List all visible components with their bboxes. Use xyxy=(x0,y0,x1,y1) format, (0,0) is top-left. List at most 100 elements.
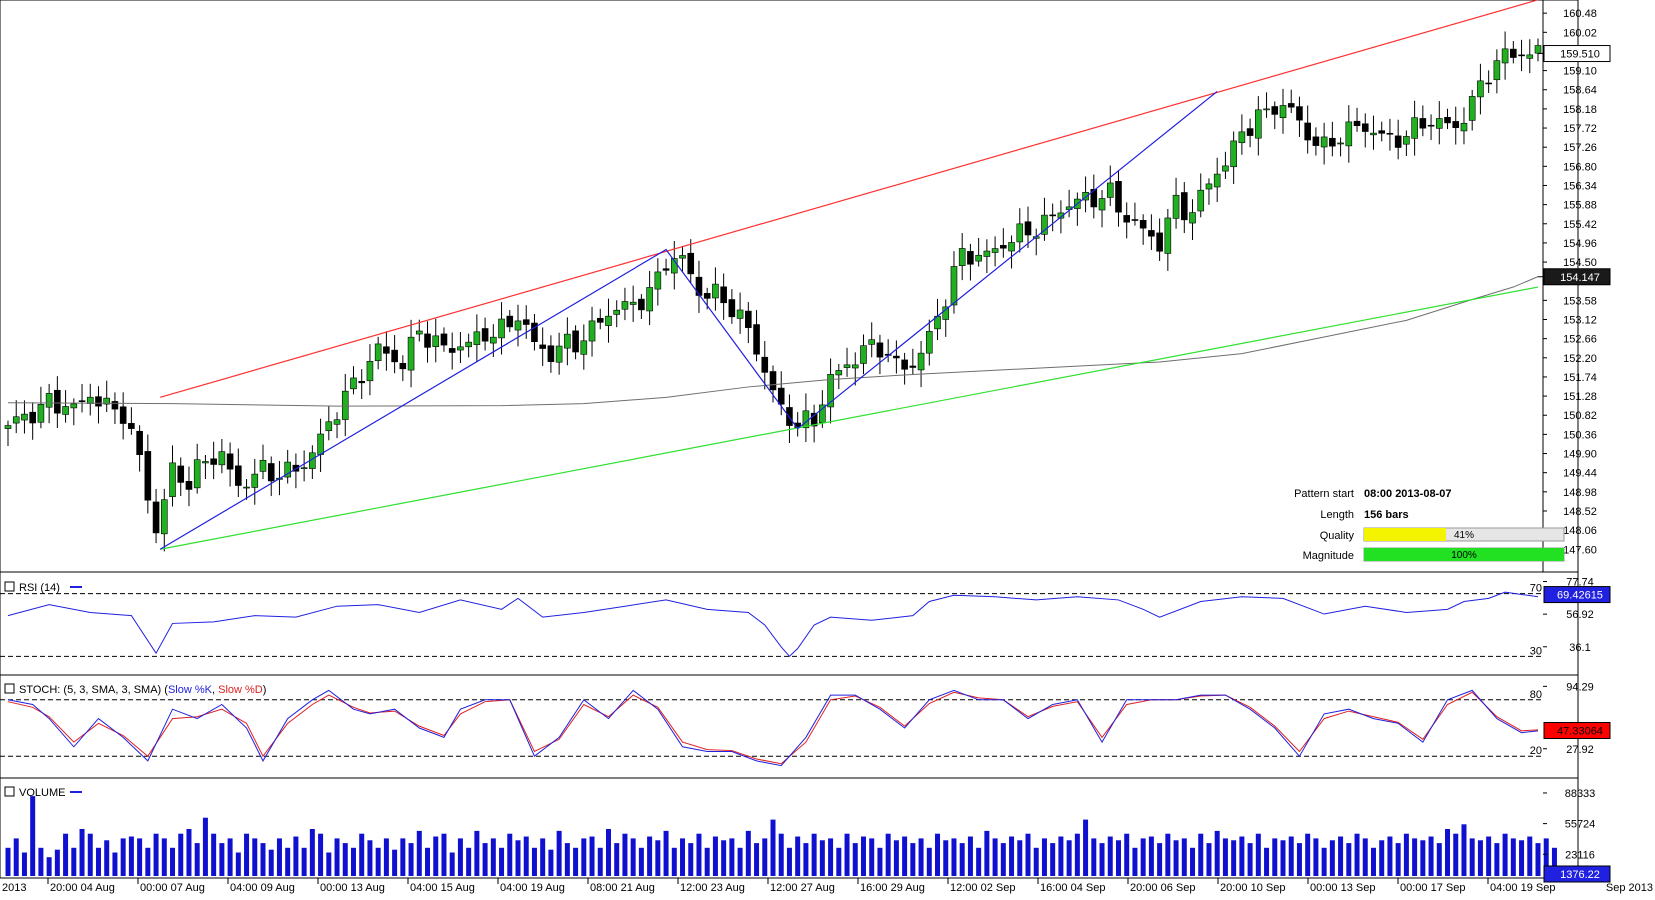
candle-body xyxy=(37,404,45,423)
candle-body xyxy=(1139,220,1147,229)
volume-bar xyxy=(153,833,159,876)
price-tick-label: 149.44 xyxy=(1563,468,1597,480)
length-value: 156 bars xyxy=(1364,509,1409,521)
time-tick-label: 00:00 17 Sep xyxy=(1400,882,1465,894)
candle-body xyxy=(1156,232,1163,252)
volume-bar xyxy=(597,847,603,876)
volume-bar xyxy=(137,838,143,876)
quality-text: 41% xyxy=(1454,530,1474,541)
candle-body xyxy=(1263,108,1270,111)
price-tick-label: 155.88 xyxy=(1563,200,1597,212)
volume-bar xyxy=(721,840,727,876)
candle-body xyxy=(1246,128,1254,136)
candle-body xyxy=(1205,183,1213,190)
candle-body xyxy=(432,335,440,347)
volume-bar xyxy=(342,843,348,876)
stoch-close-box[interactable] xyxy=(4,683,15,694)
rsi-tick-label: 56.92 xyxy=(1566,609,1594,621)
candle-body xyxy=(1361,123,1369,132)
candle-body xyxy=(374,343,382,362)
candle-body xyxy=(761,356,769,373)
price-tick-label: 154.96 xyxy=(1563,238,1597,250)
volume-bar xyxy=(1519,840,1525,876)
candle-body xyxy=(62,406,69,415)
candle-body xyxy=(1189,212,1196,224)
candle-body xyxy=(942,306,950,320)
candle-body xyxy=(1148,230,1155,237)
volume-bar xyxy=(959,843,965,876)
candle-body xyxy=(1501,48,1509,64)
candle-body xyxy=(506,315,514,328)
candle-body xyxy=(555,345,563,363)
price-pane: 160.48 160.02 159.10 158.64 158.18 157.72 157.… xyxy=(0,0,1611,878)
volume-bar xyxy=(416,830,422,876)
volume-bar xyxy=(466,847,472,876)
volume-bar xyxy=(630,838,636,876)
candle-body xyxy=(415,330,423,335)
volume-bar xyxy=(145,847,151,876)
candle-body xyxy=(457,346,464,351)
rsi-close-box[interactable] xyxy=(4,581,15,592)
candle-body xyxy=(490,336,497,344)
candle-body xyxy=(1518,54,1525,57)
candle-body xyxy=(876,342,884,358)
candle-body xyxy=(1411,117,1418,139)
time-tick-label: 12:00 02 Sep xyxy=(950,882,1015,894)
candle-body xyxy=(383,346,390,354)
price-tick-label: 149.90 xyxy=(1563,449,1597,461)
price-tick-label: 148.98 xyxy=(1563,487,1597,499)
volume-bar xyxy=(836,847,842,876)
volume-bar xyxy=(1264,847,1270,876)
volume-bar xyxy=(1296,843,1302,876)
candle-body xyxy=(596,317,604,323)
channel-lower-line xyxy=(160,286,1539,550)
volume-bar xyxy=(13,838,19,876)
volume-bar xyxy=(128,836,134,876)
volume-bar xyxy=(211,833,217,876)
volume-tick-label: 55724 xyxy=(1565,819,1596,831)
volume-bar xyxy=(367,840,373,876)
price-tick-label: 152.20 xyxy=(1563,353,1597,365)
candle-body xyxy=(893,355,900,359)
price-tick-label: 157.72 xyxy=(1563,123,1597,135)
volume-bar xyxy=(943,840,949,876)
volume-bar xyxy=(1305,833,1311,876)
candle-body xyxy=(1444,116,1451,124)
candle-body xyxy=(1172,194,1180,219)
volume-bar xyxy=(729,838,735,876)
stoch-tick-label: 94.29 xyxy=(1566,681,1594,693)
candle-body xyxy=(1098,198,1106,211)
volume-bar xyxy=(638,847,644,876)
volume-bar xyxy=(951,838,957,876)
moving-average-line xyxy=(7,276,1539,407)
candle-body xyxy=(1180,192,1188,221)
time-tick-label: 00:00 07 Aug xyxy=(140,882,205,894)
price-tick-label: 154.50 xyxy=(1563,257,1597,269)
rsi-level-70-label: 70 xyxy=(1530,583,1542,595)
volume-bar xyxy=(1198,833,1204,876)
time-tick-label: 00:00 13 Aug xyxy=(320,882,385,894)
volume-bar xyxy=(79,829,85,876)
candle-body xyxy=(1082,192,1089,201)
candle-body xyxy=(1452,121,1460,128)
price-tick-label: 153.12 xyxy=(1563,315,1597,327)
volume-bar xyxy=(819,840,825,876)
volume-bar xyxy=(457,838,463,876)
volume-bar xyxy=(21,852,27,876)
candle-body xyxy=(300,467,308,469)
volume-bar xyxy=(5,847,11,876)
time-tick-label: 16:00 29 Aug xyxy=(860,882,925,894)
volume-title: VOLUME xyxy=(19,787,65,799)
volume-bar xyxy=(1551,847,1557,876)
candle-body xyxy=(1329,137,1336,147)
pattern-start-label: Pattern start xyxy=(1294,488,1354,500)
candle-body xyxy=(695,276,703,296)
volume-bar xyxy=(1140,838,1146,876)
volume-bar xyxy=(1453,833,1459,876)
candle-body xyxy=(769,371,777,391)
volume-bar xyxy=(1247,843,1253,876)
volume-bar xyxy=(984,830,990,876)
svg-text:STOCH: (5, 3, SMA, 3, SMA) (Sl: STOCH: (5, 3, SMA, 3, SMA) (Slow %K, Slo… xyxy=(19,684,266,696)
volume-close-box[interactable] xyxy=(4,786,15,797)
